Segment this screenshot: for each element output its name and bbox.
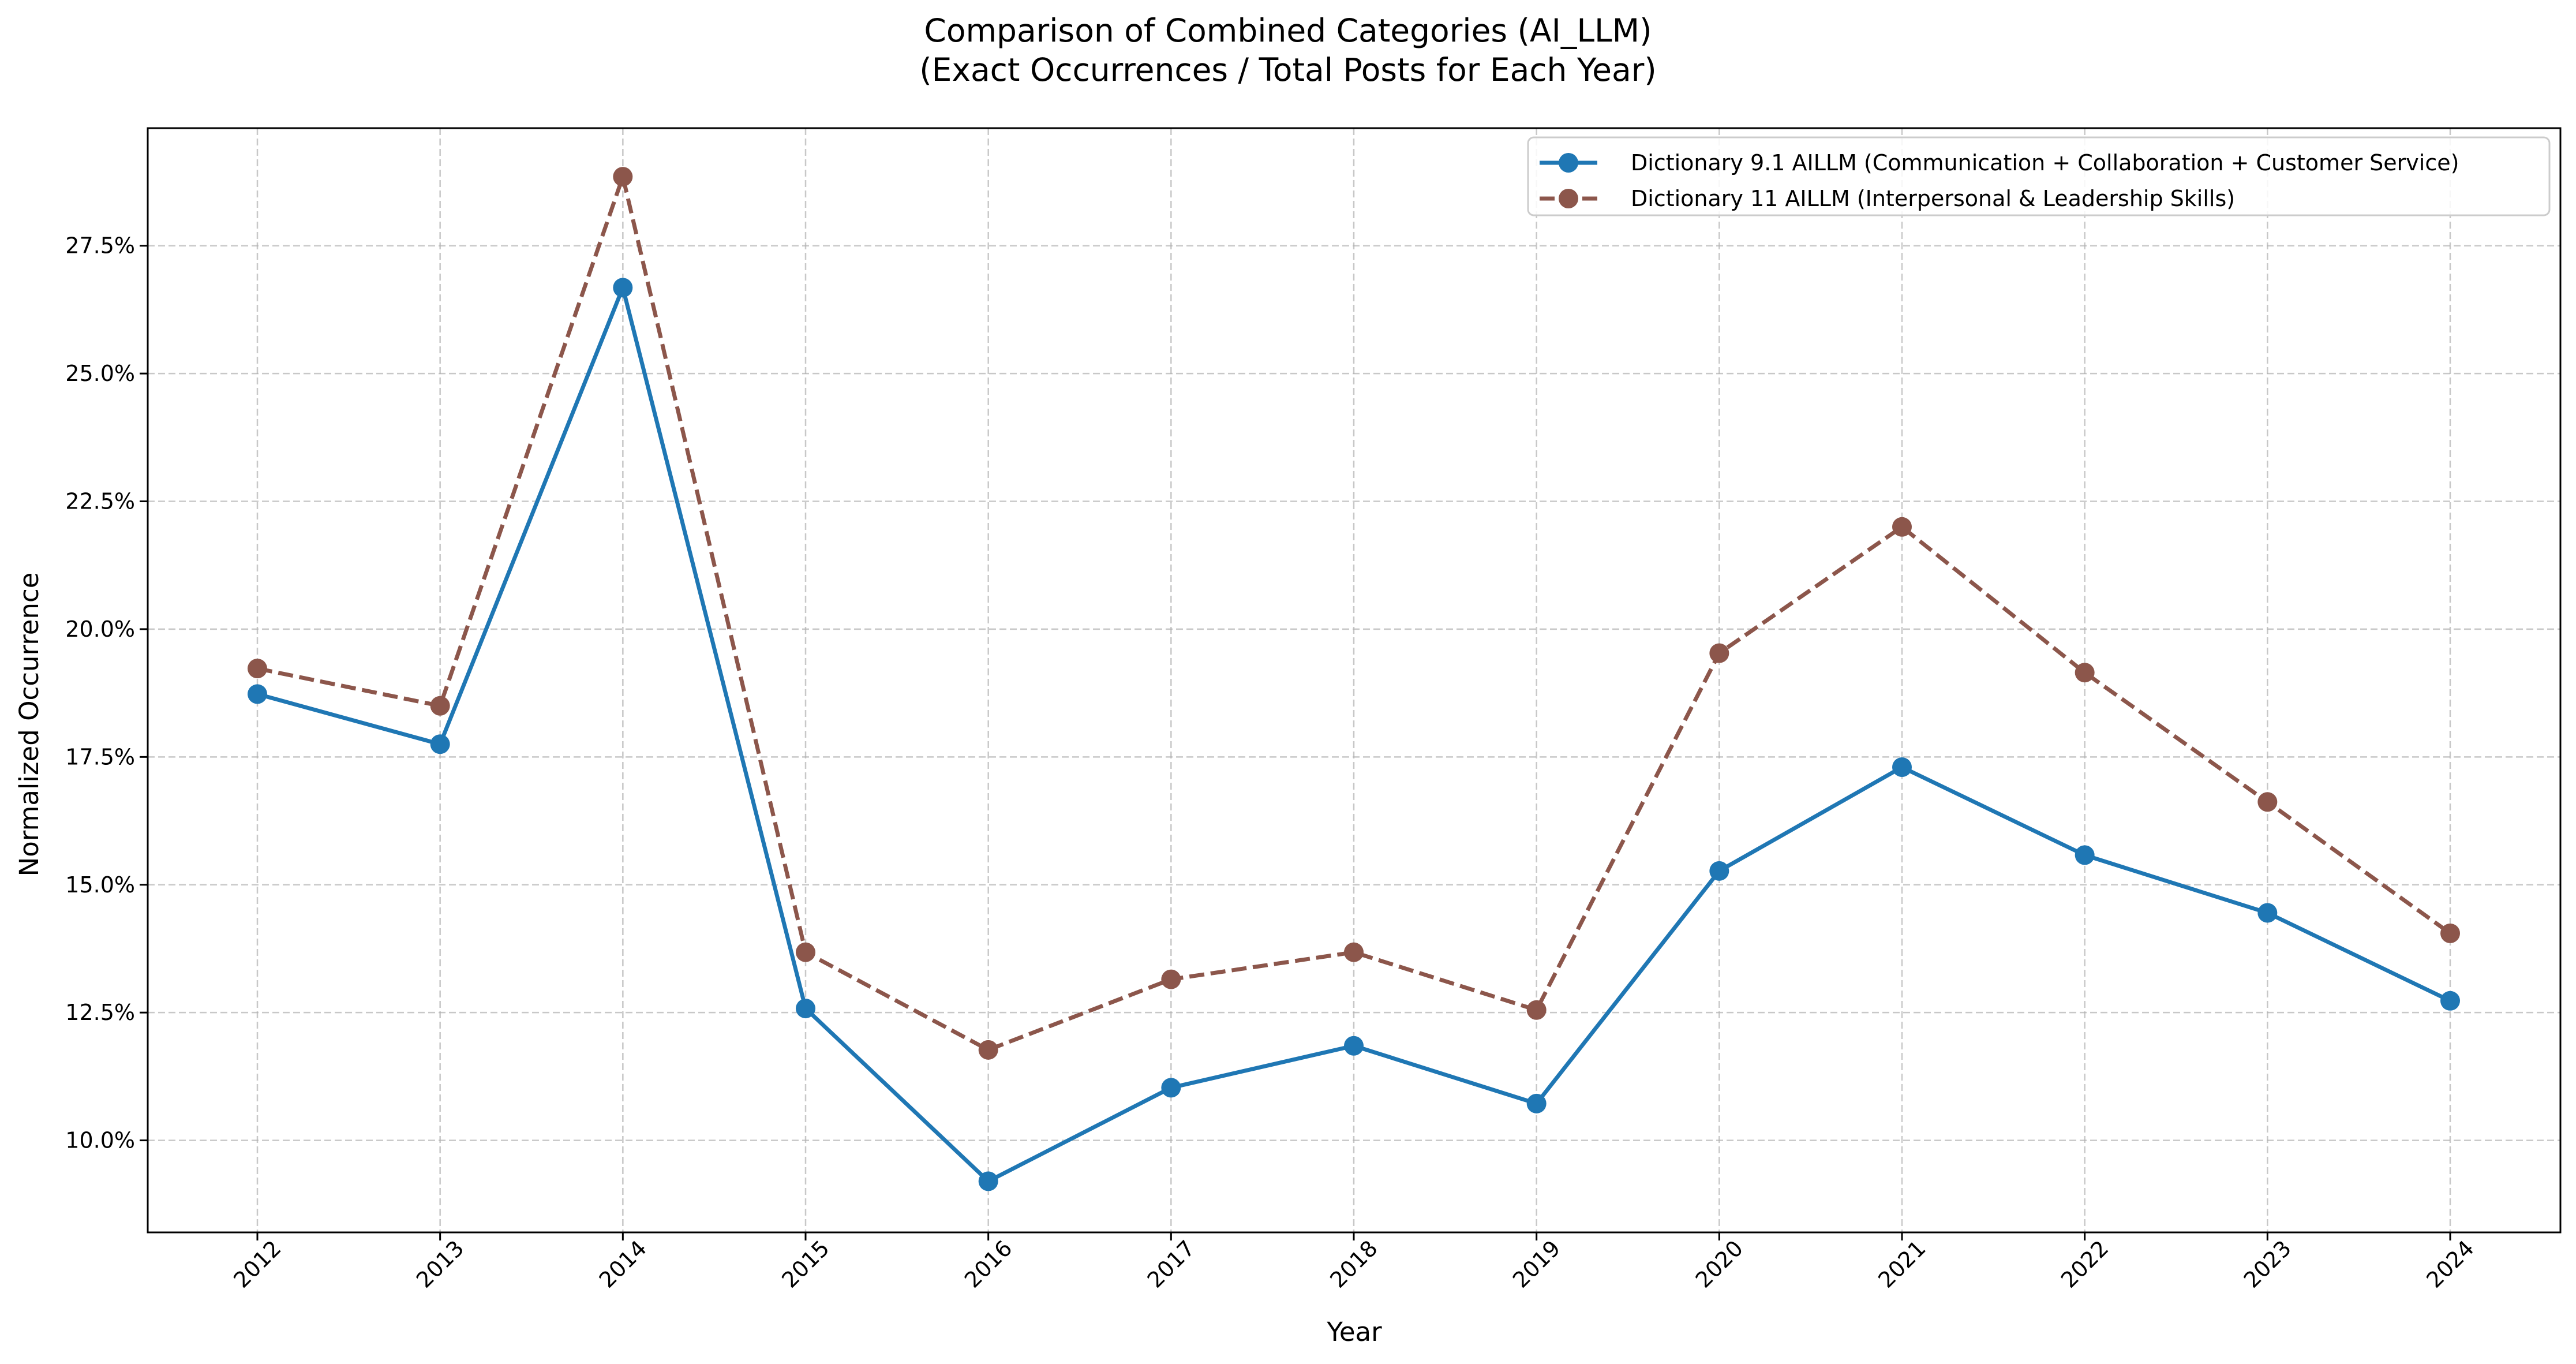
- data-point: [430, 696, 450, 716]
- data-point: [2440, 923, 2460, 943]
- series-0: [248, 278, 2460, 1191]
- data-point: [1161, 1078, 1181, 1098]
- legend: Dictionary 9.1 AILLM (Communication + Co…: [1527, 136, 2551, 216]
- x-axis-label: Year: [1326, 1317, 1382, 1347]
- data-point: [1344, 942, 1364, 962]
- data-point: [978, 1040, 998, 1060]
- data-point: [613, 167, 633, 187]
- data-point: [248, 684, 267, 704]
- data-point: [978, 1171, 998, 1191]
- y-tick-label: 15.0%: [65, 872, 135, 898]
- y-tick-label: 17.5%: [65, 744, 135, 769]
- y-tick-label: 22.5%: [65, 489, 135, 514]
- chart-subtitle: (Exact Occurrences / Total Posts for Eac…: [919, 51, 1657, 88]
- legend-item-0: Dictionary 9.1 AILLM (Communication + Co…: [1540, 150, 2459, 175]
- y-tick-label: 25.0%: [65, 361, 135, 386]
- y-tick-label: 12.5%: [65, 1000, 135, 1025]
- chart-title: Comparison of Combined Categories (AI_LL…: [924, 12, 1652, 49]
- y-tick-label: 20.0%: [65, 616, 135, 642]
- data-point: [1892, 517, 1912, 537]
- data-point: [2257, 903, 2278, 923]
- data-point: [2257, 792, 2278, 812]
- y-tick-label: 27.5%: [65, 233, 135, 259]
- data-point: [1344, 1036, 1364, 1056]
- y-tick-label: 10.0%: [65, 1128, 135, 1153]
- legend-swatch-marker-0: [1559, 153, 1578, 173]
- y-axis: 10.0% 12.5% 15.0% 17.5% 20.0% 22.5% 25.0% 27.5%: [65, 233, 148, 1153]
- data-point: [2075, 845, 2095, 865]
- data-point: [1709, 643, 1729, 663]
- data-point: [613, 278, 633, 298]
- data-point: [1892, 757, 1912, 778]
- plot-area-frame: [147, 127, 2562, 1234]
- data-point: [248, 659, 267, 679]
- data-point: [1526, 1000, 1547, 1020]
- legend-swatch-marker-1: [1559, 189, 1578, 208]
- data-point: [2440, 991, 2460, 1011]
- data-point: [2075, 663, 2095, 683]
- y-axis-label: Normalized Occurrence: [14, 573, 44, 877]
- data-point: [796, 999, 815, 1019]
- data-point: [430, 734, 450, 754]
- data-point: [796, 942, 815, 962]
- series-1: [248, 167, 2460, 1060]
- data-point: [1709, 861, 1729, 881]
- legend-box: [1527, 136, 2551, 216]
- data-point: [1526, 1093, 1547, 1113]
- data-point: [1161, 969, 1181, 989]
- legend-item-1: Dictionary 11 AILLM (Interpersonal & Lea…: [1540, 186, 2235, 211]
- legend-label-1: Dictionary 11 AILLM (Interpersonal & Lea…: [1631, 186, 2235, 211]
- series-layer: [248, 167, 2460, 1191]
- legend-label-0: Dictionary 9.1 AILLM (Communication + Co…: [1631, 150, 2459, 175]
